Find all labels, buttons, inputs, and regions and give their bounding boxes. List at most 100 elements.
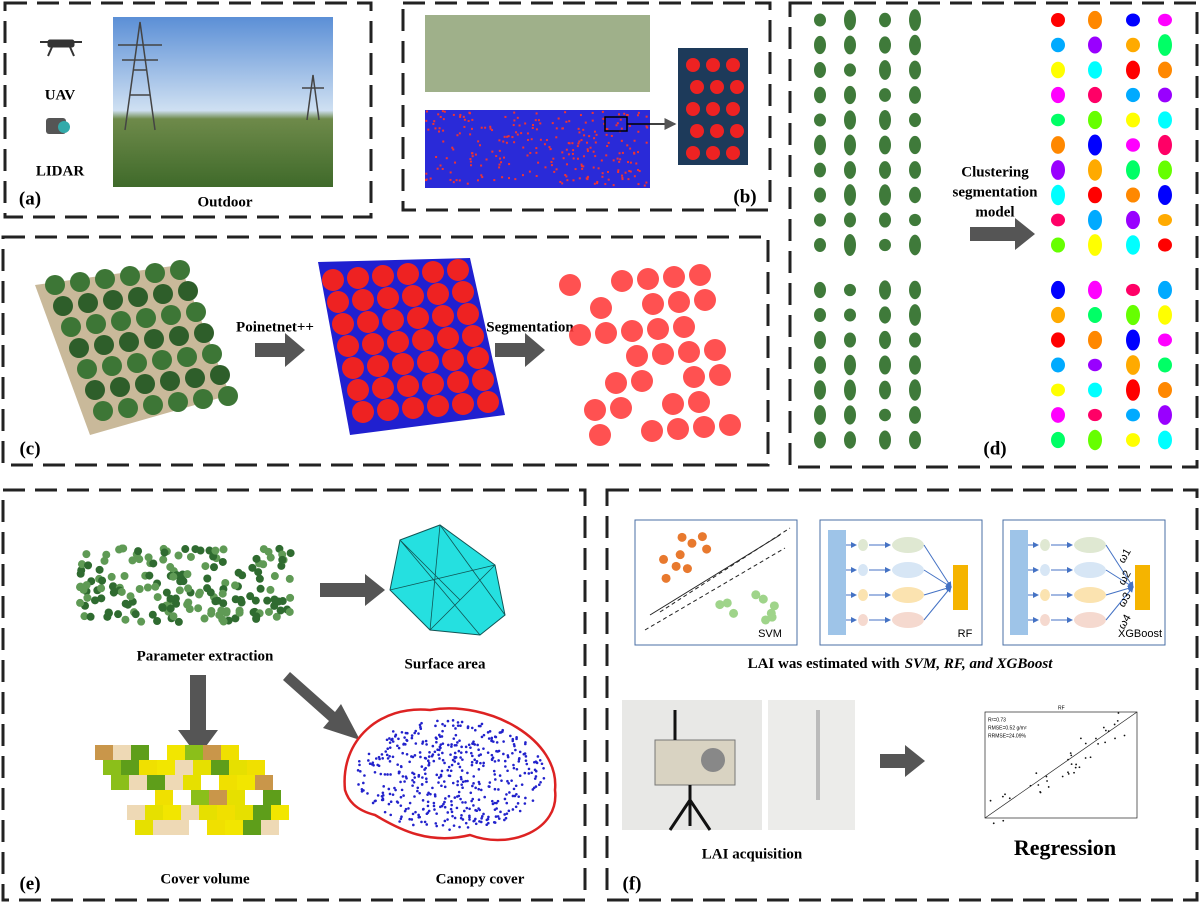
point	[524, 122, 527, 125]
leaf	[126, 592, 135, 601]
point	[618, 160, 621, 163]
point	[400, 730, 404, 734]
cluster	[1051, 86, 1065, 104]
point	[583, 134, 586, 137]
tree	[85, 380, 105, 400]
point	[466, 771, 469, 775]
point	[421, 742, 424, 745]
voxel	[183, 775, 201, 790]
tree	[477, 391, 499, 413]
point	[522, 146, 525, 149]
point	[439, 773, 443, 777]
plant	[909, 161, 921, 179]
point	[588, 135, 591, 138]
plant	[814, 237, 826, 253]
tree	[136, 308, 156, 328]
point	[482, 812, 485, 816]
tree	[327, 291, 349, 313]
point	[498, 166, 501, 169]
tree	[605, 372, 627, 394]
point	[539, 122, 542, 125]
point	[493, 773, 497, 776]
tree	[892, 612, 924, 628]
point	[643, 184, 646, 187]
tree	[120, 266, 140, 286]
point	[441, 751, 444, 755]
plant	[844, 110, 856, 130]
cluster	[1126, 160, 1140, 180]
point	[453, 760, 457, 763]
point	[433, 120, 436, 123]
point	[578, 131, 581, 134]
plant	[909, 135, 921, 155]
tree	[719, 414, 741, 436]
point	[387, 787, 391, 791]
point	[499, 810, 502, 814]
plant	[814, 61, 826, 79]
point	[470, 763, 474, 767]
point	[502, 740, 505, 743]
cluster	[1126, 138, 1140, 152]
point	[517, 760, 521, 763]
cluster	[1126, 329, 1140, 351]
point	[528, 170, 531, 173]
point	[516, 116, 519, 119]
leaf	[102, 550, 111, 559]
point	[395, 800, 399, 803]
point	[567, 142, 570, 145]
point	[413, 776, 417, 779]
tree	[621, 320, 643, 342]
point	[431, 786, 434, 790]
point	[543, 143, 546, 146]
plant	[814, 380, 826, 400]
tree	[169, 326, 189, 346]
point	[579, 114, 582, 117]
voxel	[211, 760, 229, 775]
plant	[909, 332, 921, 348]
tree	[77, 359, 97, 379]
point	[565, 148, 568, 151]
plot-frame	[984, 711, 1138, 819]
cluster	[1051, 357, 1065, 373]
point	[406, 731, 409, 735]
point	[593, 137, 596, 140]
point	[424, 772, 427, 776]
point	[494, 815, 498, 818]
leaf	[169, 572, 178, 581]
point	[443, 110, 446, 113]
cluster	[1126, 187, 1140, 203]
voxel	[121, 760, 139, 775]
tree	[663, 266, 685, 288]
voxel	[185, 745, 203, 760]
canopy-outline	[343, 707, 557, 842]
leaf	[286, 549, 295, 558]
tree	[447, 371, 469, 393]
point	[490, 757, 494, 761]
point	[372, 763, 375, 767]
point	[512, 742, 516, 746]
output	[953, 565, 968, 610]
inset-plants	[686, 58, 744, 160]
point	[545, 139, 548, 142]
point	[508, 177, 511, 180]
tree	[442, 349, 464, 371]
point	[383, 773, 387, 776]
point	[451, 146, 454, 149]
leaf	[166, 594, 175, 603]
point	[381, 757, 384, 760]
point	[461, 801, 464, 804]
leaf	[203, 574, 212, 583]
point	[455, 743, 458, 747]
cluster	[1051, 37, 1065, 53]
point	[405, 776, 408, 780]
lidar-label: LIDAR	[36, 163, 85, 179]
leaf	[252, 554, 261, 563]
volume-label: Cover volume	[160, 871, 250, 887]
point	[621, 174, 624, 177]
plant	[814, 330, 826, 350]
point	[471, 742, 474, 745]
point	[535, 151, 538, 154]
point	[419, 727, 423, 731]
point	[459, 775, 463, 779]
point	[391, 755, 395, 759]
